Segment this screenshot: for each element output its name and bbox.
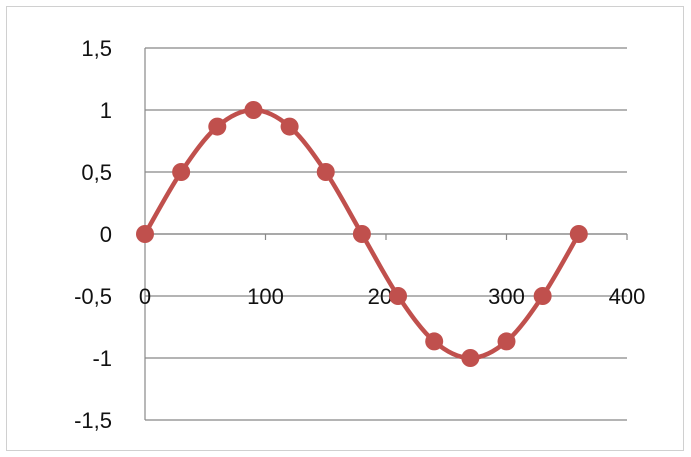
x-tick-label: 0: [139, 284, 151, 309]
data-point: [533, 287, 552, 305]
data-point: [244, 101, 263, 119]
series-sine: [136, 101, 588, 367]
y-tick-label: -1: [92, 346, 112, 371]
y-tick-label: -0,5: [74, 284, 112, 309]
data-point: [389, 287, 408, 305]
data-point: [569, 225, 588, 243]
data-point: [352, 225, 371, 243]
y-tick-label: 0,5: [81, 160, 112, 185]
y-tick-label: -1,5: [74, 408, 112, 433]
gridlines: [145, 47, 627, 421]
data-point: [136, 225, 154, 243]
data-point: [172, 163, 191, 181]
y-tick-label: 1: [100, 98, 112, 123]
data-point: [461, 349, 480, 367]
axes: [144, 48, 628, 420]
y-tick-label: 0: [100, 222, 112, 247]
y-axis-tick-labels: 1,5 1 0,5 0 -0,5 -1 -1,5: [74, 36, 112, 433]
data-point: [280, 117, 299, 136]
data-point: [208, 117, 227, 136]
x-tick-label: 300: [488, 284, 525, 309]
data-point: [316, 163, 335, 181]
y-tick-label: 1,5: [81, 36, 112, 61]
x-tick-label: 400: [609, 284, 646, 309]
x-tick-label: 100: [247, 284, 284, 309]
x-axis-tick-labels: 0 100 200 300 400: [139, 284, 645, 309]
data-point: [425, 332, 444, 351]
data-point: [497, 332, 516, 351]
chart-area: [6, 6, 684, 451]
